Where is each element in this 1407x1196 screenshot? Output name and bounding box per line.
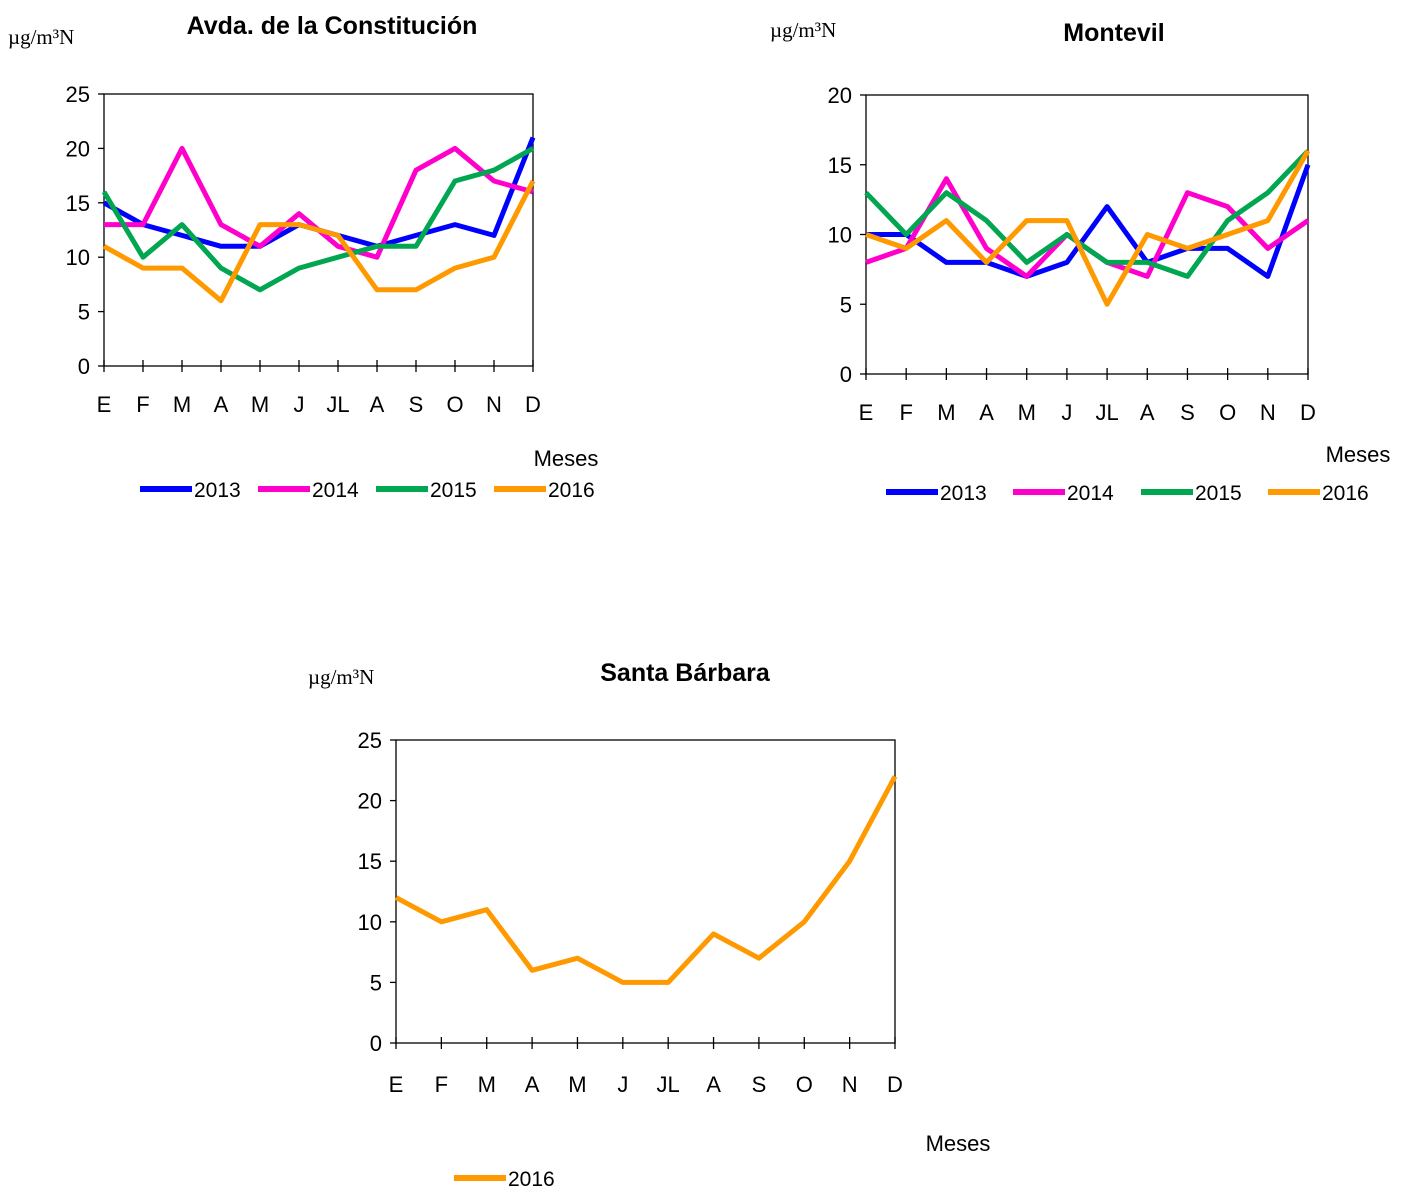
y-unit-label: µg/m³N [770, 18, 836, 42]
y-tick-label: 10 [828, 223, 852, 248]
x-tick-label: O [1219, 400, 1236, 425]
legend-label-2015: 2015 [1195, 482, 1242, 505]
y-tick-label: 25 [66, 82, 90, 107]
series-line-2014 [104, 145, 534, 260]
series-line-2015 [864, 149, 1310, 279]
series-line-2016 [865, 149, 1311, 307]
x-tick-label: M [568, 1072, 586, 1097]
chart-1: Avda. de la Constitución µg/m³N 0 5 10 15 20 25… [8, 12, 598, 502]
plot-area [103, 93, 534, 367]
legend-label-2014: 2014 [1067, 482, 1114, 505]
x-tick-label: A [706, 1072, 721, 1097]
chart-title: Avda. de la Constitución [187, 12, 478, 40]
x-tick-label: M [251, 392, 269, 417]
y-unit-label: µg/m³N [8, 25, 74, 49]
x-tick-label: S [752, 1072, 767, 1097]
series-line-2015 [101, 146, 535, 293]
chart-title: Santa Bárbara [600, 659, 771, 687]
legend-label-2016: 2016 [1322, 482, 1369, 505]
legend: 2013 2014 2015 2016 [886, 482, 1369, 505]
series-line-2013 [866, 163, 1311, 279]
x-tick-label: A [1140, 400, 1155, 425]
x-tick-label: N [842, 1072, 858, 1097]
y-tick-label: 20 [66, 136, 90, 161]
x-tick-label: A [370, 392, 385, 417]
legend-label-2013: 2013 [940, 482, 987, 505]
x-axis-label: Meses [534, 446, 599, 471]
x-tick-label: M [937, 400, 955, 425]
legend-label-2016: 2016 [508, 1168, 555, 1191]
x-tick-label: O [796, 1072, 813, 1097]
y-tick-label: 0 [840, 362, 852, 387]
y-tick-label: 0 [370, 1031, 382, 1056]
x-tick-label: E [389, 1072, 404, 1097]
y-tick-label: 10 [358, 910, 382, 935]
y-tick-label: 5 [370, 970, 382, 995]
series-line-2016 [394, 775, 898, 985]
x-tick-label: N [1260, 400, 1276, 425]
x-tick-label: A [979, 400, 994, 425]
x-tick-label: E [97, 392, 112, 417]
x-tick-label: O [446, 392, 463, 417]
y-tick-label: 15 [66, 191, 90, 216]
y-tick-label: 5 [78, 300, 90, 325]
x-tick-label: D [887, 1072, 903, 1097]
x-tick-label: N [486, 392, 502, 417]
legend: 2013 2014 2015 2016 [140, 479, 595, 502]
x-tick-label: E [859, 400, 874, 425]
x-tick-label: JL [1095, 400, 1118, 425]
x-tick-label: M [1018, 400, 1036, 425]
plot-area [395, 739, 896, 1044]
y-tick-label: 0 [78, 354, 90, 379]
x-tick-label: M [478, 1072, 496, 1097]
y-tick-label: 10 [66, 245, 90, 270]
x-tick-label: JL [326, 392, 349, 417]
y-tick-label: 15 [358, 849, 382, 874]
legend-label-2013: 2013 [194, 479, 241, 502]
x-tick-label: A [525, 1072, 540, 1097]
x-tick-label: A [214, 392, 229, 417]
legend: 2016 [454, 1168, 555, 1191]
y-tick-label: 5 [840, 292, 852, 317]
x-tick-label: J [617, 1072, 628, 1097]
legend-label-2014: 2014 [312, 479, 359, 502]
x-tick-label: S [409, 392, 424, 417]
x-tick-label: M [173, 392, 191, 417]
legend-label-2016: 2016 [548, 479, 595, 502]
x-tick-label: J [1061, 400, 1072, 425]
chart-3: Santa Bárbara µg/m³N 0 5 10 15 20 25 E F M A M J JL A S O… [308, 659, 990, 1191]
chart-title: Montevil [1063, 19, 1164, 47]
x-tick-label: F [435, 1072, 448, 1097]
y-tick-label: 25 [358, 728, 382, 753]
legend-label-2015: 2015 [430, 479, 477, 502]
x-tick-label: F [899, 400, 912, 425]
y-tick-label: 20 [358, 789, 382, 814]
series-line-2016 [102, 179, 536, 304]
x-tick-label: D [1300, 400, 1316, 425]
x-tick-label: F [136, 392, 149, 417]
x-tick-label: D [525, 392, 541, 417]
y-tick-label: 20 [828, 83, 852, 108]
x-axis-label: Meses [1326, 442, 1391, 467]
x-axis-label: Meses [926, 1131, 991, 1156]
x-tick-label: S [1180, 400, 1195, 425]
y-tick-label: 15 [828, 153, 852, 178]
x-tick-label: J [294, 392, 305, 417]
y-unit-label: µg/m³N [308, 665, 374, 689]
x-tick-label: JL [657, 1072, 680, 1097]
